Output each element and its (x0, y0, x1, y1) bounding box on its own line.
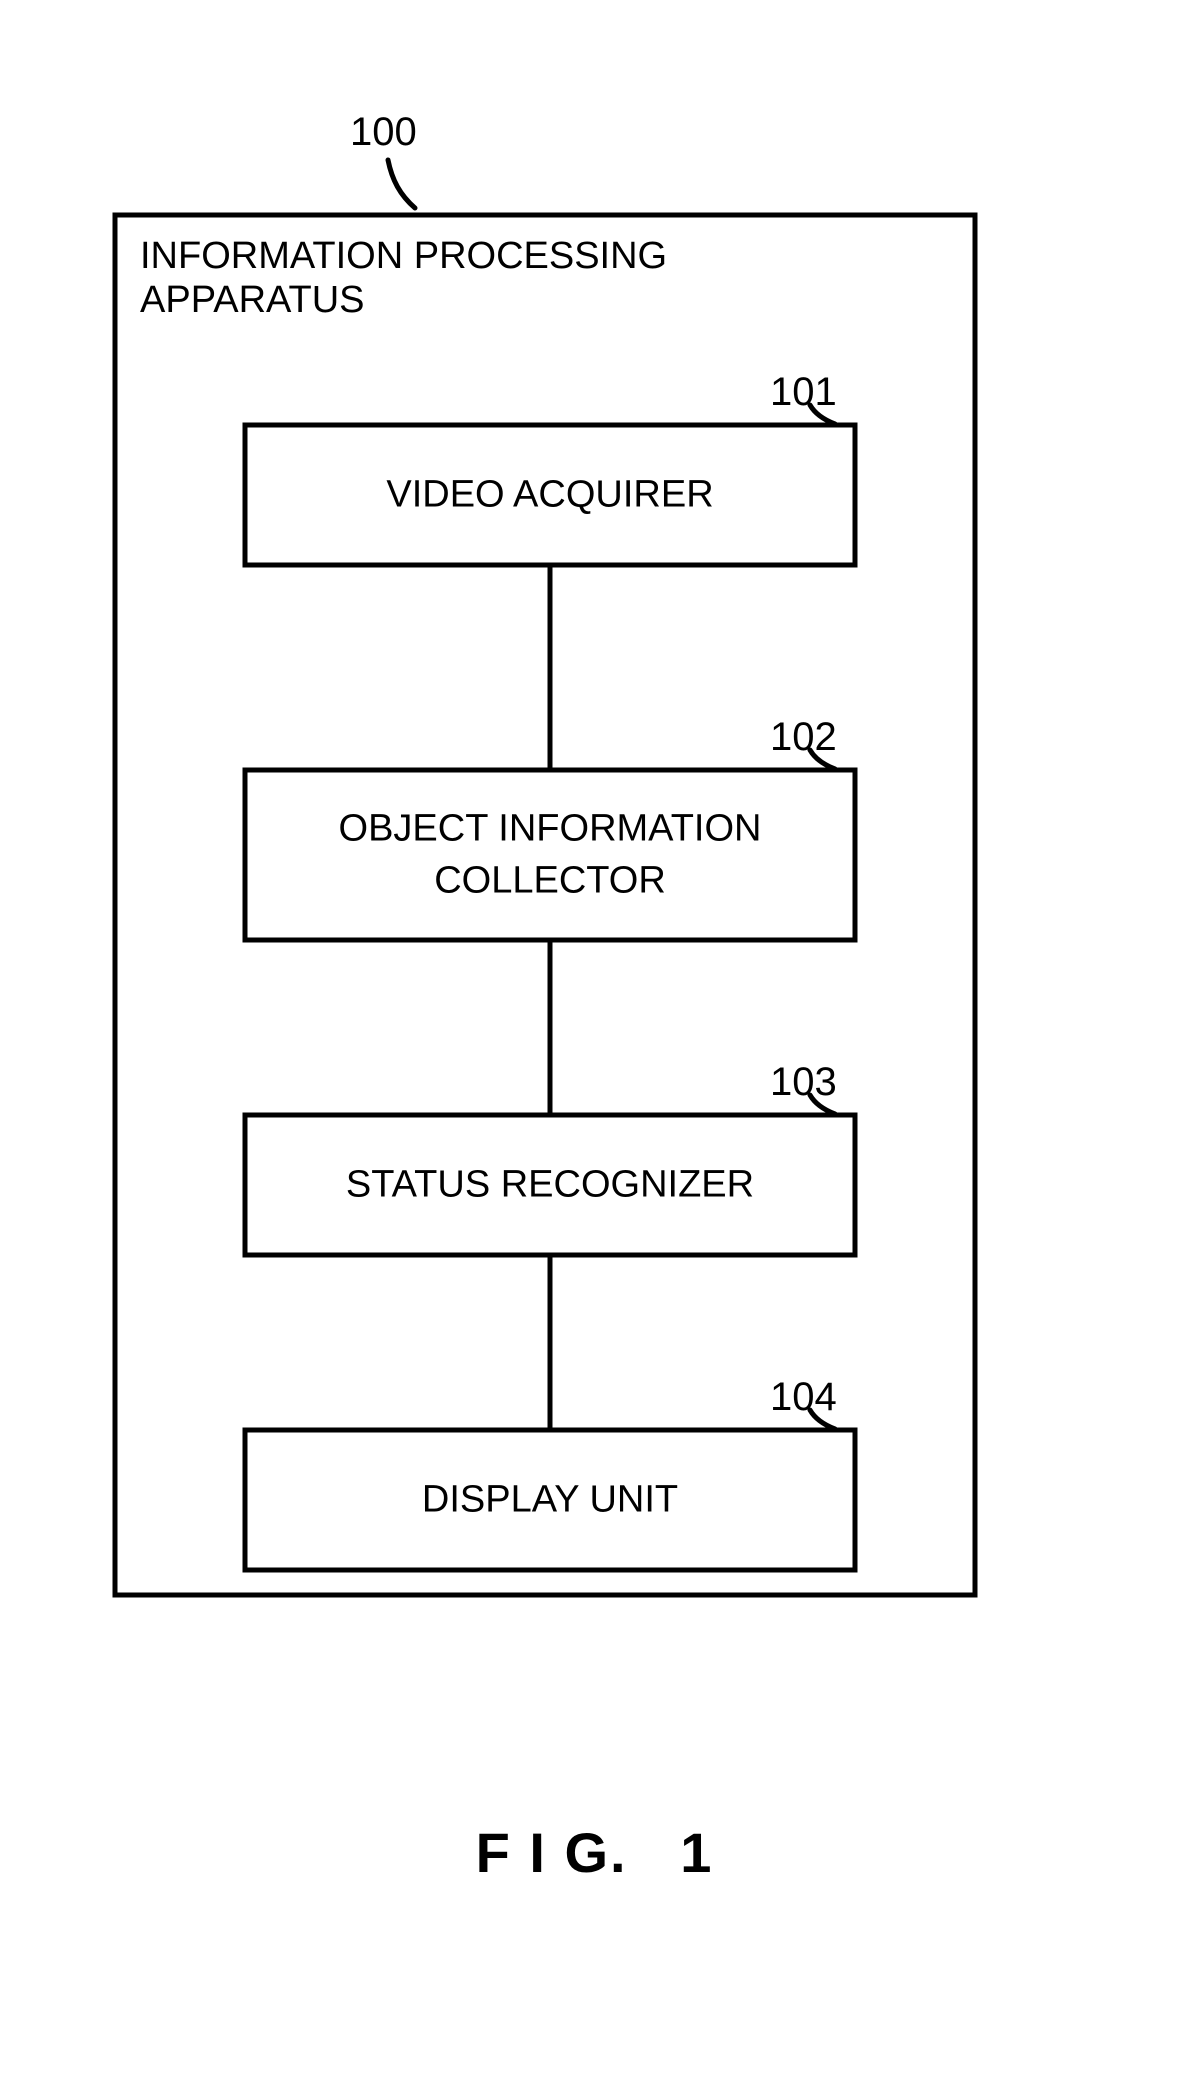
container-title-line1: INFORMATION PROCESSING (140, 235, 667, 278)
block-2-label-line1: OBJECT INFORMATION (339, 808, 762, 851)
container-ref-label: 100 (350, 110, 417, 155)
block-3-label-line1: STATUS RECOGNIZER (346, 1164, 754, 1207)
block-4-ref-label: 104 (770, 1375, 837, 1420)
b2-box (245, 770, 855, 940)
block-2-ref-label: 102 (770, 715, 837, 760)
block-1-label-line1: VIDEO ACQUIRER (386, 474, 713, 517)
figure-caption: F I G. 1 (476, 1820, 714, 1885)
container-ref-leader (388, 160, 415, 208)
block-4-label-line1: DISPLAY UNIT (422, 1479, 678, 1522)
container-title-line2: APPARATUS (140, 279, 365, 322)
block-3-ref-label: 103 (770, 1060, 837, 1105)
block-1-ref-label: 101 (770, 370, 837, 415)
block-2-label-line2: COLLECTOR (434, 859, 666, 902)
